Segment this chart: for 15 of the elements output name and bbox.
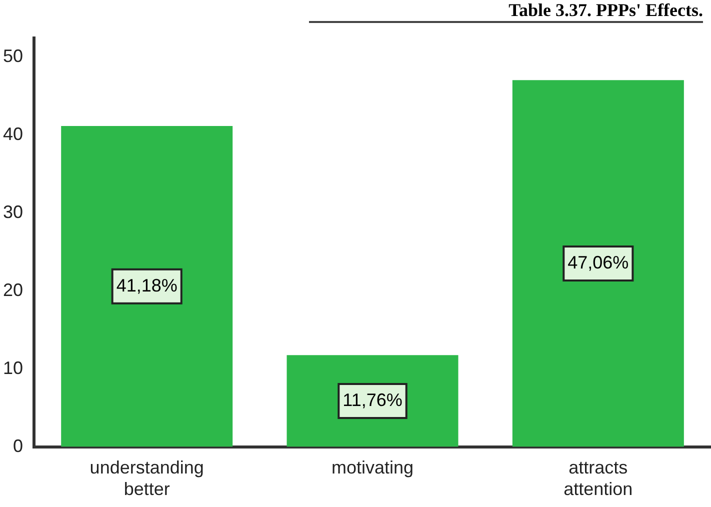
x-tick-label: attracts attention <box>564 458 633 500</box>
data-label: 11,76% <box>342 390 402 410</box>
data-label: 47,06% <box>568 252 629 272</box>
data-label: 41,18% <box>116 275 178 296</box>
y-tick-label: 10 <box>2 358 24 378</box>
x-tick-label: motivating <box>331 458 414 478</box>
x-tick-label: understanding better <box>90 458 204 500</box>
chart-title: Table 3.37. PPPs' Effects. <box>308 0 703 23</box>
bar <box>61 126 233 447</box>
y-tick-label: 0 <box>13 436 24 456</box>
y-tick-label: 40 <box>2 124 24 144</box>
y-tick-label: 50 <box>2 46 24 66</box>
y-tick-label: 30 <box>2 202 24 222</box>
bar <box>512 80 684 447</box>
y-tick-label: 20 <box>2 280 24 300</box>
